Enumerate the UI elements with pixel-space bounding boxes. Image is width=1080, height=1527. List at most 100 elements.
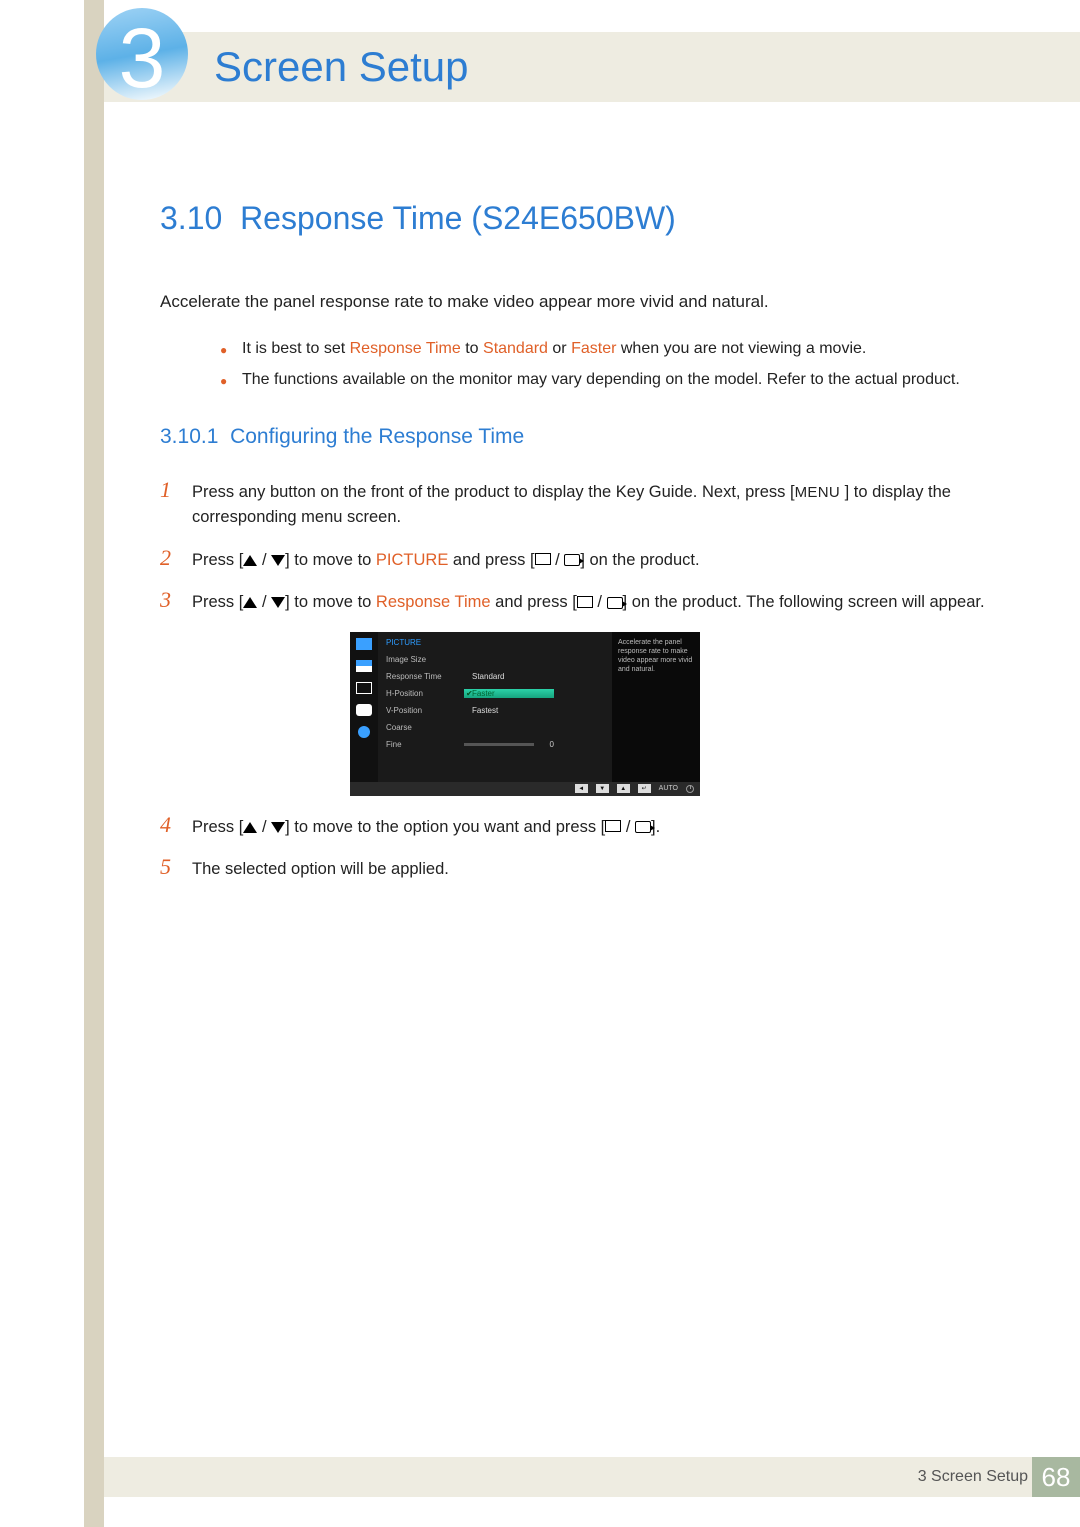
step-text: Press [ / ] to move to PICTURE and press… [192, 545, 700, 574]
left-stripe [84, 0, 104, 1527]
up-icon [243, 597, 257, 608]
osd-nav-up-icon: ▲ [617, 784, 630, 793]
txt: ] on the product. The following screen w… [623, 593, 985, 611]
osd-row-label: H-Position [386, 689, 464, 698]
osd-option-selected: Faster [464, 689, 554, 698]
osd-screenshot: PICTURE Image Size Response TimeStandard… [350, 632, 700, 796]
kw-faster: Faster [571, 340, 616, 357]
footer-text: 3 Screen Setup [918, 1468, 1028, 1486]
up-icon [243, 555, 257, 566]
subsection-heading: 3.10.1 Configuring the Response Time [160, 425, 990, 449]
osd-footer: ◄ ▼ ▲ ↵ AUTO [350, 782, 700, 796]
txt: It is best to set [242, 340, 350, 357]
kw-picture: PICTURE [376, 551, 448, 569]
subsection-title: Configuring the Response Time [230, 425, 524, 448]
osd-slider-value: 0 [534, 740, 554, 749]
txt: Faster [472, 689, 495, 698]
down-icon [271, 555, 285, 566]
kw-response-time: Response Time [350, 340, 461, 357]
step-number: 4 [160, 812, 192, 841]
txt: ] to move to [285, 551, 376, 569]
txt: and press [ [491, 593, 577, 611]
note-text: It is best to set Response Time to Stand… [242, 337, 866, 362]
select-icon [577, 596, 593, 608]
step-text: Press [ / ] to move to Response Time and… [192, 587, 985, 616]
chapter-number-badge: 3 [96, 8, 188, 100]
select-icon [605, 820, 621, 832]
kw-response-time: Response Time [376, 593, 491, 611]
txt: or [548, 340, 571, 357]
note-item: ● The functions available on the monitor… [220, 368, 990, 393]
osd-sidebar-icon [356, 682, 372, 694]
osd-power-icon [686, 785, 694, 793]
bullet-icon: ● [220, 337, 242, 362]
osd-sidebar-icon [356, 704, 372, 716]
txt: to [461, 340, 483, 357]
enter-icon [607, 597, 623, 609]
txt: when you are not viewing a movie. [616, 340, 866, 357]
txt: Press [ [192, 551, 243, 569]
step-text: The selected option will be applied. [192, 854, 449, 883]
osd-option: Fastest [464, 706, 554, 715]
step: 3 Press [ / ] to move to Response Time a… [160, 587, 990, 616]
txt: ] to move to [285, 593, 376, 611]
step-number: 1 [160, 477, 192, 531]
bullet-icon: ● [220, 368, 242, 393]
step-number: 3 [160, 587, 192, 616]
txt: ] on the product. [580, 551, 699, 569]
txt: and press [ [448, 551, 534, 569]
osd-description: Accelerate the panel response rate to ma… [612, 632, 700, 782]
step: 2 Press [ / ] to move to PICTURE and pre… [160, 545, 990, 574]
osd-sidebar-icon [356, 660, 372, 672]
osd-nav-left-icon: ◄ [575, 784, 588, 793]
section-heading: 3.10 Response Time (S24E650BW) [160, 200, 990, 237]
txt: Press [ [192, 818, 243, 836]
osd-row-label: V-Position [386, 706, 464, 715]
osd-row-label: Fine [386, 740, 464, 749]
subsection-number: 3.10.1 [160, 425, 218, 448]
down-icon [271, 822, 285, 833]
osd-row-label: Image Size [386, 655, 464, 664]
osd-sidebar [350, 632, 378, 782]
osd-row-label: Response Time [386, 672, 464, 681]
chapter-title: Screen Setup [214, 43, 469, 91]
step-text: Press [ / ] to move to the option you wa… [192, 812, 660, 841]
osd-slider [464, 743, 534, 746]
osd-sidebar-icon [356, 638, 372, 650]
txt: ] to move to the option you want and pre… [285, 818, 605, 836]
content-area: 3.10 Response Time (S24E650BW) Accelerat… [160, 180, 990, 897]
enter-icon [635, 821, 651, 833]
kw-standard: Standard [483, 340, 548, 357]
osd-main: PICTURE Image Size Response TimeStandard… [350, 632, 700, 782]
up-icon [243, 822, 257, 833]
step-text: Press any button on the front of the pro… [192, 477, 990, 531]
osd-menu: PICTURE Image Size Response TimeStandard… [378, 632, 612, 782]
kw-menu: MENU [795, 484, 840, 501]
osd-category: PICTURE [386, 638, 604, 647]
note-item: ● It is best to set Response Time to Sta… [220, 337, 990, 362]
osd-sidebar-icon [358, 726, 370, 738]
step-number: 2 [160, 545, 192, 574]
select-icon [535, 553, 551, 565]
osd-nav-enter-icon: ↵ [638, 784, 651, 793]
enter-icon [564, 554, 580, 566]
section-number: 3.10 [160, 200, 222, 236]
section-intro: Accelerate the panel response rate to ma… [160, 292, 990, 312]
txt: Press any button on the front of the pro… [192, 483, 790, 501]
osd-row-label: Coarse [386, 723, 464, 732]
step: 4 Press [ / ] to move to the option you … [160, 812, 990, 841]
osd-option: Standard [464, 672, 554, 681]
step: 1 Press any button on the front of the p… [160, 477, 990, 531]
step-number: 5 [160, 854, 192, 883]
osd-auto-label: AUTO [659, 785, 678, 792]
header-bar: Screen Setup [104, 32, 1080, 102]
osd-nav-down-icon: ▼ [596, 784, 609, 793]
page-footer: 3 Screen Setup 68 [104, 1457, 1080, 1497]
down-icon [271, 597, 285, 608]
section-title: Response Time (S24E650BW) [240, 200, 676, 236]
txt: Press [ [192, 593, 243, 611]
note-text: The functions available on the monitor m… [242, 368, 960, 393]
step: 5 The selected option will be applied. [160, 854, 990, 883]
footer-page-number: 68 [1032, 1457, 1080, 1497]
note-list: ● It is best to set Response Time to Sta… [220, 337, 990, 393]
